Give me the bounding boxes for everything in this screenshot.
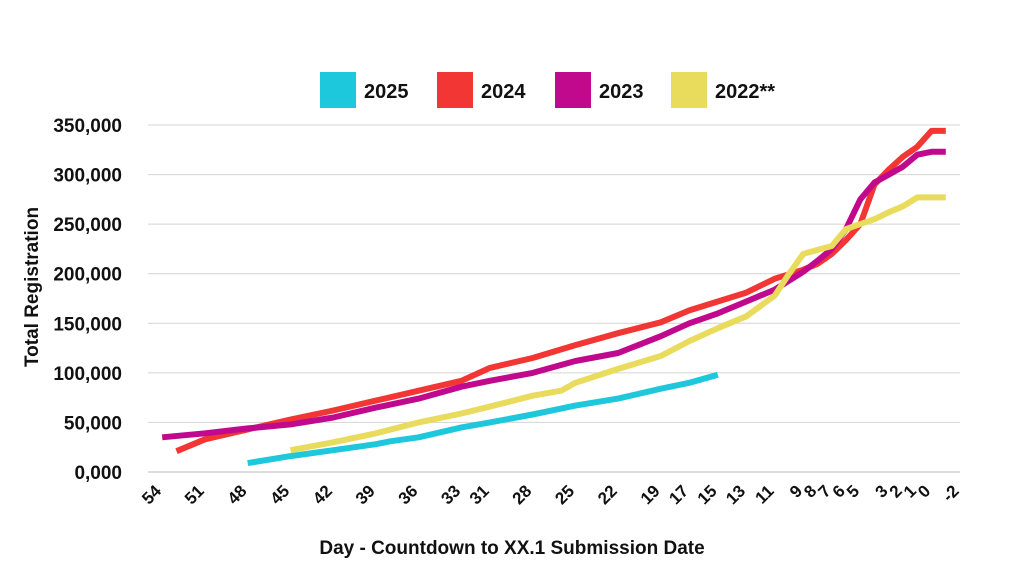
x-tick-label: 45 [266, 481, 293, 508]
series-line-2024 [175, 127, 946, 454]
x-tick-label: 42 [309, 481, 336, 508]
legend-swatch-2023 [555, 72, 591, 108]
x-tick-label: 31 [466, 481, 493, 508]
y-tick-label: 50,000 [64, 413, 122, 434]
legend-label: 2024 [481, 81, 526, 103]
x-tick-label: 15 [694, 481, 721, 508]
grid-lines [148, 124, 960, 473]
x-axis-title: Day - Countdown to XX.1 Submission Date [319, 538, 704, 559]
y-axis-title: Total Registration [22, 207, 43, 367]
x-tick-label: 54 [138, 481, 165, 508]
y-tick-label: 250,000 [53, 215, 122, 236]
x-tick-label: 39 [352, 481, 379, 508]
x-tick-label: 0 [914, 481, 934, 501]
x-tick-label: 13 [722, 481, 749, 508]
y-tick-label: 350,000 [53, 116, 122, 137]
y-tick-label: 300,000 [53, 166, 122, 187]
legend-label: 2022** [715, 81, 775, 103]
series-lines [161, 127, 946, 467]
x-tick-label: 22 [594, 481, 621, 508]
x-tick-label: -2 [939, 481, 963, 505]
series-line-2023 [161, 148, 946, 441]
x-tick-label: 19 [637, 481, 664, 508]
x-tick-label: 36 [395, 481, 422, 508]
legend-swatch-2024 [437, 72, 473, 108]
legend-label: 2025 [364, 81, 409, 103]
y-tick-label: 0,000 [74, 463, 122, 484]
x-tick-label: 5 [843, 481, 863, 501]
y-tick-label: 200,000 [53, 265, 122, 286]
x-tick-label: 17 [665, 481, 692, 508]
x-tick-label: 25 [551, 481, 578, 508]
x-tick-label: 48 [224, 481, 251, 508]
x-tick-label: 51 [181, 481, 208, 508]
legend-swatch-2022 [671, 72, 707, 108]
series-line-2025 [247, 371, 719, 467]
y-tick-label: 100,000 [53, 364, 122, 385]
series-line-2022 [289, 194, 946, 454]
x-tick-label: 28 [509, 481, 536, 508]
legend-label: 2023 [599, 81, 644, 103]
legend: 2025 2024 2023 2022** [320, 72, 775, 108]
x-tick-label: 11 [751, 481, 777, 507]
x-tick-label: 33 [437, 481, 464, 508]
y-tick-label: 150,000 [53, 314, 122, 335]
legend-swatch-2025 [320, 72, 356, 108]
y-axis-ticks: 0,000 50,000 100,000 150,000 200,000 250,000 3… [53, 116, 122, 484]
